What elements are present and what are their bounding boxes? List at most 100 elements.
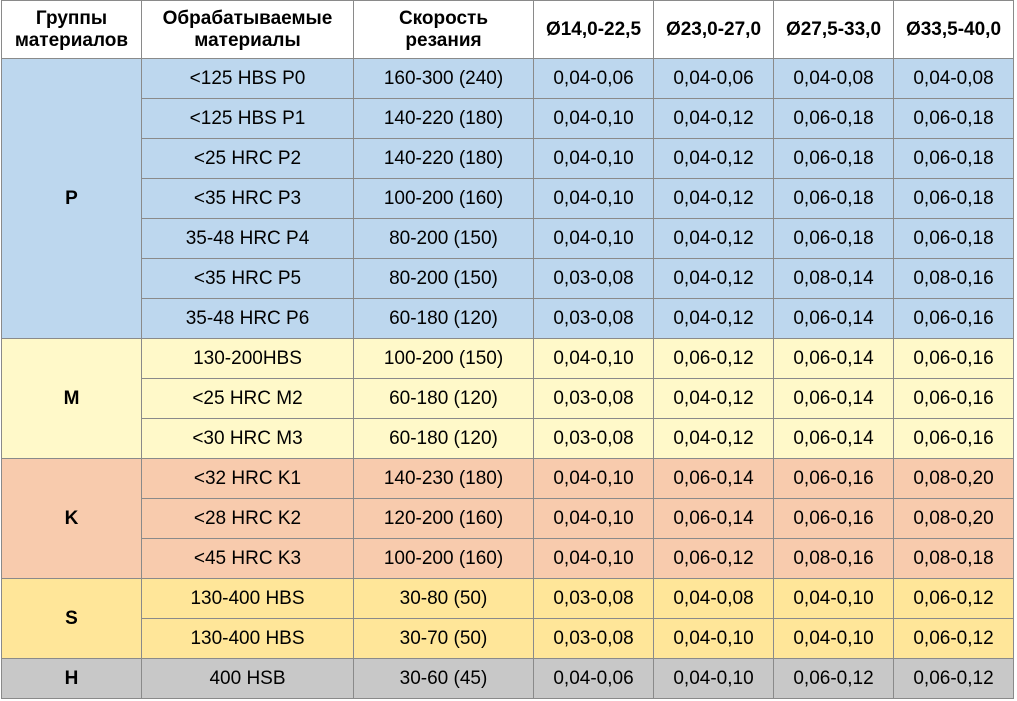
header-cutting-speed: Скорость резания [353,0,534,59]
feed-cell-d4: 0,04-0,08 [893,58,1014,99]
cutting-speed-cell: 60-180 (120) [353,298,534,339]
feed-cell-d3: 0,06-0,14 [773,298,894,339]
feed-cell-d3: 0,06-0,18 [773,138,894,179]
material-cell: <45 HRC K3 [141,538,354,579]
feed-cell-d1: 0,04-0,10 [533,458,654,499]
feed-cell-d2: 0,04-0,12 [653,258,774,299]
feed-cell-d2: 0,04-0,10 [653,658,774,699]
feed-cell-d1: 0,04-0,10 [533,338,654,379]
material-cell: <32 HRC K1 [141,458,354,499]
feed-cell-d2: 0,06-0,12 [653,538,774,579]
feed-cell-d4: 0,06-0,12 [893,618,1014,659]
feed-cell-d2: 0,04-0,12 [653,378,774,419]
cutting-speed-cell: 30-70 (50) [353,618,534,659]
material-cell: 130-400 HBS [141,578,354,619]
feed-cell-d3: 0,06-0,18 [773,98,894,139]
material-cell: <25 HRC P2 [141,138,354,179]
table-row: <25 HRC M2 60-180 (120) 0,03-0,08 0,04-0,12… [2,378,1014,419]
material-cell: <25 HRC M2 [141,378,354,419]
cutting-speed-cell: 60-180 (120) [353,418,534,459]
feed-cell-d2: 0,06-0,14 [653,498,774,539]
feed-cell-d4: 0,06-0,16 [893,378,1014,419]
table-body: P <125 HBS P0 160-300 (240) 0,04-0,06 0,04-0… [1,58,1014,699]
material-cell: <35 HRC P3 [141,178,354,219]
table-row: H 400 HSB 30-60 (45) 0,04-0,06 0,04-0,10 0,06… [1,658,1014,699]
table-row: <25 HRC P2 140-220 (180) 0,04-0,10 0,04-0,1… [2,138,1014,179]
feed-cell-d2: 0,04-0,12 [653,178,774,219]
cutting-speed-cell: 80-200 (150) [353,218,534,259]
feed-cell-d1: 0,03-0,08 [533,418,654,459]
material-cell: 35-48 HRC P6 [141,298,354,339]
table-row: <30 HRC M3 60-180 (120) 0,03-0,08 0,04-0,12… [2,418,1014,459]
feed-cell-d2: 0,04-0,12 [653,218,774,259]
table-row: S 130-400 HBS 30-80 (50) 0,03-0,08 0,04-0,08… [1,578,1014,659]
feed-cell-d4: 0,06-0,16 [893,338,1014,379]
table-row: <35 HRC P3 100-200 (160) 0,04-0,10 0,04-0,1… [2,178,1014,219]
cutting-speed-cell: 30-80 (50) [353,578,534,619]
table-row: <35 HRC P5 80-200 (150) 0,03-0,08 0,04-0,12… [2,258,1014,299]
cutting-speed-cell: 60-180 (120) [353,378,534,419]
cutting-speed-cell: 140-220 (180) [353,138,534,179]
feed-cell-d4: 0,08-0,16 [893,258,1014,299]
feed-cell-d1: 0,04-0,06 [533,658,654,699]
feed-cell-d1: 0,04-0,10 [533,98,654,139]
feed-cell-d2: 0,06-0,14 [653,458,774,499]
feed-cell-d3: 0,06-0,18 [773,218,894,259]
material-cell: <35 HRC P5 [141,258,354,299]
feed-cell-d2: 0,04-0,12 [653,298,774,339]
material-group-k: K [1,458,142,579]
feed-cell-d4: 0,06-0,18 [893,178,1014,219]
feed-cell-d1: 0,04-0,10 [533,178,654,219]
feed-cell-d4: 0,06-0,12 [893,658,1014,699]
table-header: Группы материалов Обрабатываемые материалы С… [1,0,1014,59]
table-row: 130-400 HBS 30-70 (50) 0,03-0,08 0,04-0,10 0… [2,618,1014,659]
feed-cell-d4: 0,08-0,20 [893,458,1014,499]
feed-cell-d1: 0,04-0,10 [533,138,654,179]
feed-cell-d1: 0,03-0,08 [533,378,654,419]
feed-cell-d4: 0,06-0,12 [893,578,1014,619]
table-row: K <32 HRC K1 140-230 (180) 0,04-0,10 0,06-0,… [1,458,1014,579]
cutting-speed-cell: 30-60 (45) [353,658,534,699]
feed-cell-d4: 0,08-0,20 [893,498,1014,539]
feed-cell-d1: 0,03-0,08 [533,258,654,299]
table-row: 35-48 HRC P4 80-200 (150) 0,04-0,10 0,04-0,… [2,218,1014,259]
table-row: P <125 HBS P0 160-300 (240) 0,04-0,06 0,04-0… [1,58,1014,339]
cutting-speed-cell: 160-300 (240) [353,58,534,99]
feed-cell-d4: 0,06-0,18 [893,138,1014,179]
feed-cell-d2: 0,04-0,12 [653,138,774,179]
cutting-speed-cell: 100-200 (150) [353,338,534,379]
feed-cell-d2: 0,04-0,12 [653,418,774,459]
material-group-m: M [1,338,142,459]
feed-cell-d3: 0,06-0,16 [773,458,894,499]
feed-cell-d2: 0,04-0,12 [653,98,774,139]
material-cell: <125 HBS P1 [141,98,354,139]
cutting-speed-cell: 100-200 (160) [353,538,534,579]
feed-cell-d3: 0,04-0,08 [773,58,894,99]
feed-cell-d3: 0,04-0,10 [773,618,894,659]
material-group-h: H [1,658,142,699]
feed-cell-d2: 0,04-0,10 [653,618,774,659]
cutting-speed-cell: 140-230 (180) [353,458,534,499]
table-row: <125 HBS P1 140-220 (180) 0,04-0,10 0,04-0,… [2,98,1014,139]
feed-cell-d3: 0,08-0,16 [773,538,894,579]
material-cell: <125 HBS P0 [141,58,354,99]
header-row: Группы материалов Обрабатываемые материалы С… [1,0,1014,59]
material-group-p: P [1,58,142,339]
table-row: <28 HRC K2 120-200 (160) 0,04-0,10 0,06-0,1… [2,498,1014,539]
material-cell: 400 HSB [141,658,354,699]
cutting-speed-cell: 100-200 (160) [353,178,534,219]
table-row: <45 HRC K3 100-200 (160) 0,04-0,10 0,06-0,1… [2,538,1014,579]
material-cell: 35-48 HRC P4 [141,218,354,259]
table-row: M 130-200HBS 100-200 (150) 0,04-0,10 0,06-0,… [1,338,1014,459]
cutting-speed-cell: 120-200 (160) [353,498,534,539]
material-cell: <30 HRC M3 [141,418,354,459]
feed-cell-d3: 0,06-0,12 [773,658,894,699]
feed-cell-d3: 0,06-0,16 [773,498,894,539]
feed-cell-d3: 0,06-0,14 [773,378,894,419]
feed-cell-d1: 0,04-0,10 [533,498,654,539]
header-processed-materials: Обрабатываемые материалы [141,0,354,59]
feed-cell-d1: 0,03-0,08 [533,618,654,659]
feed-cell-d1: 0,04-0,10 [533,218,654,259]
feed-cell-d1: 0,04-0,10 [533,538,654,579]
